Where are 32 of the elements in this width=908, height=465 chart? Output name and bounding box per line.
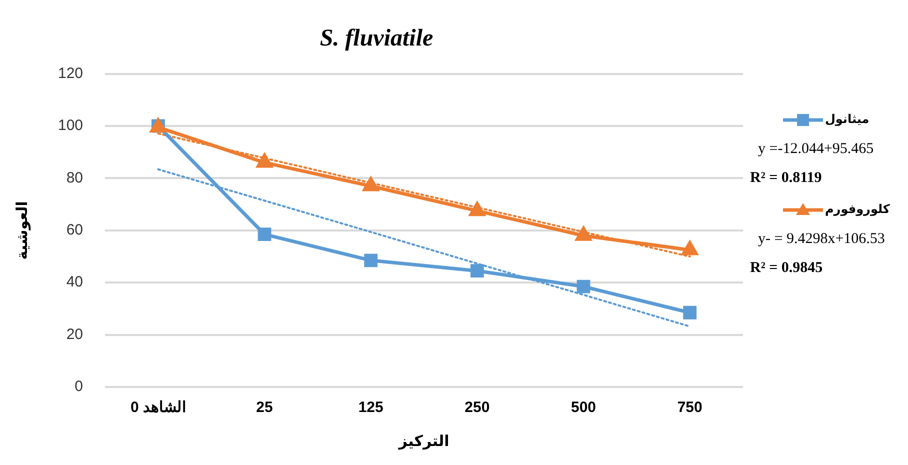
x-tick-label: 500 bbox=[570, 399, 596, 416]
y-axis-title: العوشية bbox=[12, 201, 31, 260]
point bbox=[469, 202, 485, 216]
legend-label: ميثانول bbox=[825, 112, 870, 126]
point bbox=[576, 226, 592, 241]
point bbox=[470, 264, 484, 278]
legend-label: كلوروفورم bbox=[825, 202, 890, 216]
text: y- = 9.4298x+106.53 bbox=[758, 230, 885, 247]
point bbox=[256, 154, 272, 168]
point bbox=[576, 280, 590, 294]
x-tick-label: 750 bbox=[677, 399, 702, 416]
y-tick-label: 120 bbox=[58, 64, 84, 82]
point bbox=[683, 306, 697, 320]
point bbox=[258, 228, 272, 242]
text: R² = 0.8119 bbox=[750, 170, 822, 186]
text: R² = 0.9845 bbox=[750, 260, 823, 276]
point bbox=[363, 177, 379, 192]
y-tick-label: 100 bbox=[58, 117, 84, 134]
y-tick-label: 40 bbox=[66, 274, 84, 291]
point bbox=[682, 241, 698, 256]
y-tick-label: 20 bbox=[66, 326, 84, 343]
x-tick-label: 250 bbox=[464, 399, 490, 416]
chart-title: S. fluviatile bbox=[320, 26, 434, 52]
y-tick-label: 0 bbox=[74, 378, 84, 396]
text: y =-12.044+95.465 bbox=[758, 140, 874, 157]
y-tick-label: 60 bbox=[66, 222, 84, 239]
point bbox=[364, 254, 378, 268]
x-tick-label: 125 bbox=[358, 399, 384, 416]
x-tick-label: الشاهد 0 bbox=[130, 399, 186, 416]
x-axis-title: التركيز bbox=[398, 432, 450, 450]
x-tick-label: 25 bbox=[256, 399, 273, 416]
y-tick-label: 80 bbox=[66, 169, 84, 186]
